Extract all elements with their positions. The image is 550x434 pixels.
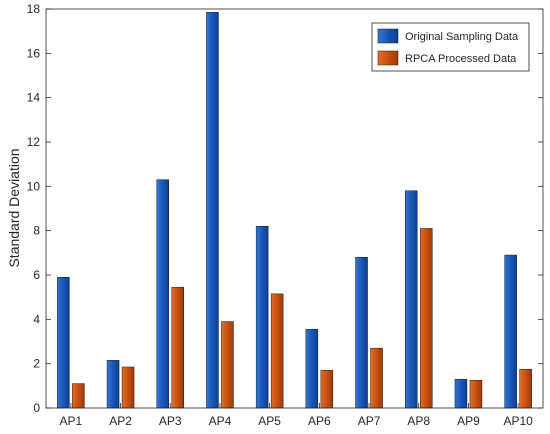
y-tick-label: 2 bbox=[33, 357, 40, 371]
ticks-group: AP1 AP2 AP3 AP4 AP5 AP6 AP7 AP8 AP9 AP10 0 2 4 6 8 10 12… bbox=[27, 2, 543, 428]
bar-original-ap4 bbox=[206, 12, 219, 409]
bar-rpca-ap5 bbox=[270, 293, 284, 409]
x-tick-label: AP9 bbox=[457, 414, 480, 428]
y-tick-label: 6 bbox=[33, 268, 40, 282]
y-tick-label: 4 bbox=[33, 312, 40, 326]
bars-group bbox=[57, 12, 532, 409]
x-tick-label: AP8 bbox=[407, 414, 430, 428]
y-tick-label: 12 bbox=[27, 135, 41, 149]
bar-rpca-ap8 bbox=[420, 228, 433, 409]
y-tick-label: 0 bbox=[33, 401, 40, 415]
legend-label-rpca: RPCA Processed Data bbox=[405, 53, 517, 65]
legend-swatch-rpca bbox=[377, 50, 399, 66]
x-tick-label: AP6 bbox=[308, 414, 331, 428]
bar-original-ap7 bbox=[355, 257, 368, 409]
x-tick-label: AP3 bbox=[159, 414, 182, 428]
x-tick-label: AP5 bbox=[258, 414, 281, 428]
bar-original-ap2 bbox=[106, 360, 120, 409]
bar-original-ap5 bbox=[255, 225, 269, 409]
x-tick-label: AP2 bbox=[109, 414, 132, 428]
bar-rpca-ap1 bbox=[72, 383, 85, 409]
plot-background bbox=[46, 9, 543, 408]
bar-rpca-ap4 bbox=[221, 321, 234, 409]
plot-frame bbox=[45, 8, 544, 409]
bar-original-ap10 bbox=[504, 254, 517, 409]
legend-label-original: Original Sampling Data bbox=[405, 31, 519, 43]
bar-original-ap6 bbox=[305, 329, 319, 409]
bar-rpca-ap10 bbox=[519, 368, 532, 409]
y-axis-title: Standard Deviation bbox=[6, 148, 22, 267]
bar-rpca-ap7 bbox=[370, 347, 383, 409]
bar-rpca-ap2 bbox=[121, 366, 135, 409]
y-tick-label: 14 bbox=[27, 91, 41, 105]
y-tick-label: 10 bbox=[27, 179, 41, 193]
bar-rpca-ap6 bbox=[320, 370, 334, 409]
bar-original-ap3 bbox=[156, 179, 169, 409]
y-tick-label: 8 bbox=[33, 224, 40, 238]
legend: Original Sampling Data RPCA Processed Da… bbox=[371, 22, 530, 72]
bar-rpca-ap3 bbox=[171, 286, 184, 409]
x-tick-label: AP1 bbox=[60, 414, 83, 428]
bar-original-ap8 bbox=[405, 190, 418, 409]
y-tick-label: 16 bbox=[27, 46, 41, 60]
x-tick-label: AP7 bbox=[358, 414, 381, 428]
x-tick-label: AP10 bbox=[503, 414, 533, 428]
bar-original-ap9 bbox=[454, 378, 468, 409]
bar-original-ap1 bbox=[57, 276, 70, 409]
bar-rpca-ap9 bbox=[469, 380, 483, 409]
y-tick-label: 18 bbox=[27, 2, 41, 16]
x-tick-label: AP4 bbox=[209, 414, 232, 428]
legend-swatch-original bbox=[377, 28, 399, 44]
